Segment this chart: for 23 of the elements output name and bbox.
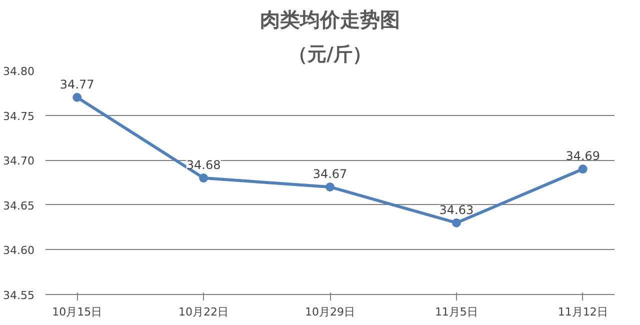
chart-title: 肉类均价走势图 — [260, 8, 400, 32]
y-tick-label: 34.70 — [3, 154, 35, 168]
data-label: 34.63 — [439, 202, 474, 217]
x-tick-label: 11月12日 — [558, 306, 608, 318]
chart-subtitle: （元/斤） — [288, 44, 372, 66]
y-tick-label: 34.65 — [3, 199, 35, 212]
y-tick-label: 34.75 — [3, 110, 35, 123]
y-tick-label: 34.55 — [3, 289, 35, 302]
data-label: 34.68 — [186, 158, 221, 172]
point — [452, 218, 461, 228]
point — [326, 182, 334, 192]
y-tick-label: 34.80 — [3, 65, 35, 78]
data-label: 34.67 — [312, 166, 348, 181]
x-tick-label: 10月29日 — [305, 306, 356, 318]
point — [72, 92, 82, 102]
data-label: 34.77 — [60, 77, 94, 92]
x-tick-label: 10月22日 — [178, 306, 229, 318]
x-tick-label: 11月5日 — [434, 306, 478, 318]
y-tick-label: 34.60 — [3, 244, 35, 258]
x-tick-label: 10月15日 — [52, 306, 102, 318]
point — [199, 174, 208, 183]
point — [578, 164, 588, 174]
data-label: 34.69 — [566, 149, 600, 164]
